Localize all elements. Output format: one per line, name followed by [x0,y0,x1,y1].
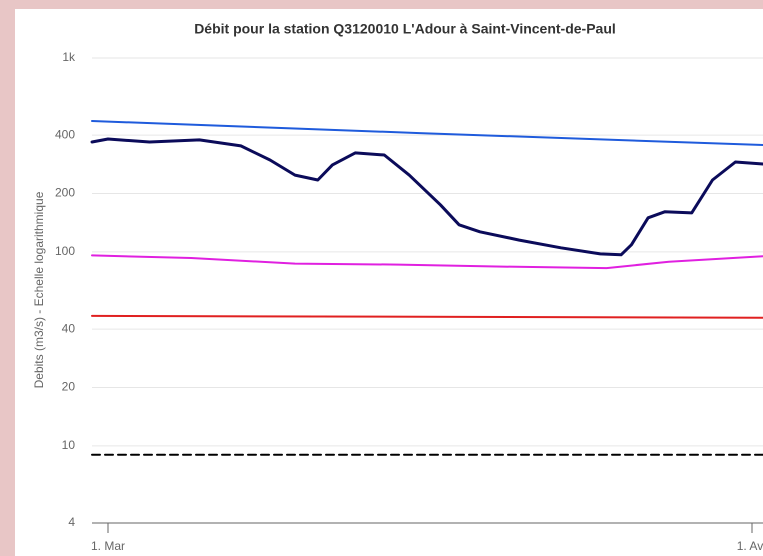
y-tick-label: 1k [62,50,76,64]
y-tick-label: 20 [62,380,76,394]
chart: Débit pour la station Q3120010 L'Adour à… [15,9,763,556]
y-tick-label: 40 [62,321,76,335]
y-tick-label: 200 [55,186,75,200]
series-line [91,120,763,146]
series-line [91,314,763,319]
series-line [90,137,763,257]
x-tick-label: 1. Mar [91,539,125,553]
y-tick-label: 10 [62,438,76,452]
y-tick-label: 400 [55,127,75,141]
series-line [91,254,763,270]
x-tick-label: 1. Avr [737,539,763,553]
y-tick-label: 4 [68,515,75,529]
y-axis-label: Debits (m3/s) - Echelle logarithmique [32,191,46,388]
chart-title: Débit pour la station Q3120010 L'Adour à… [194,21,616,37]
y-tick-label: 100 [55,244,75,258]
